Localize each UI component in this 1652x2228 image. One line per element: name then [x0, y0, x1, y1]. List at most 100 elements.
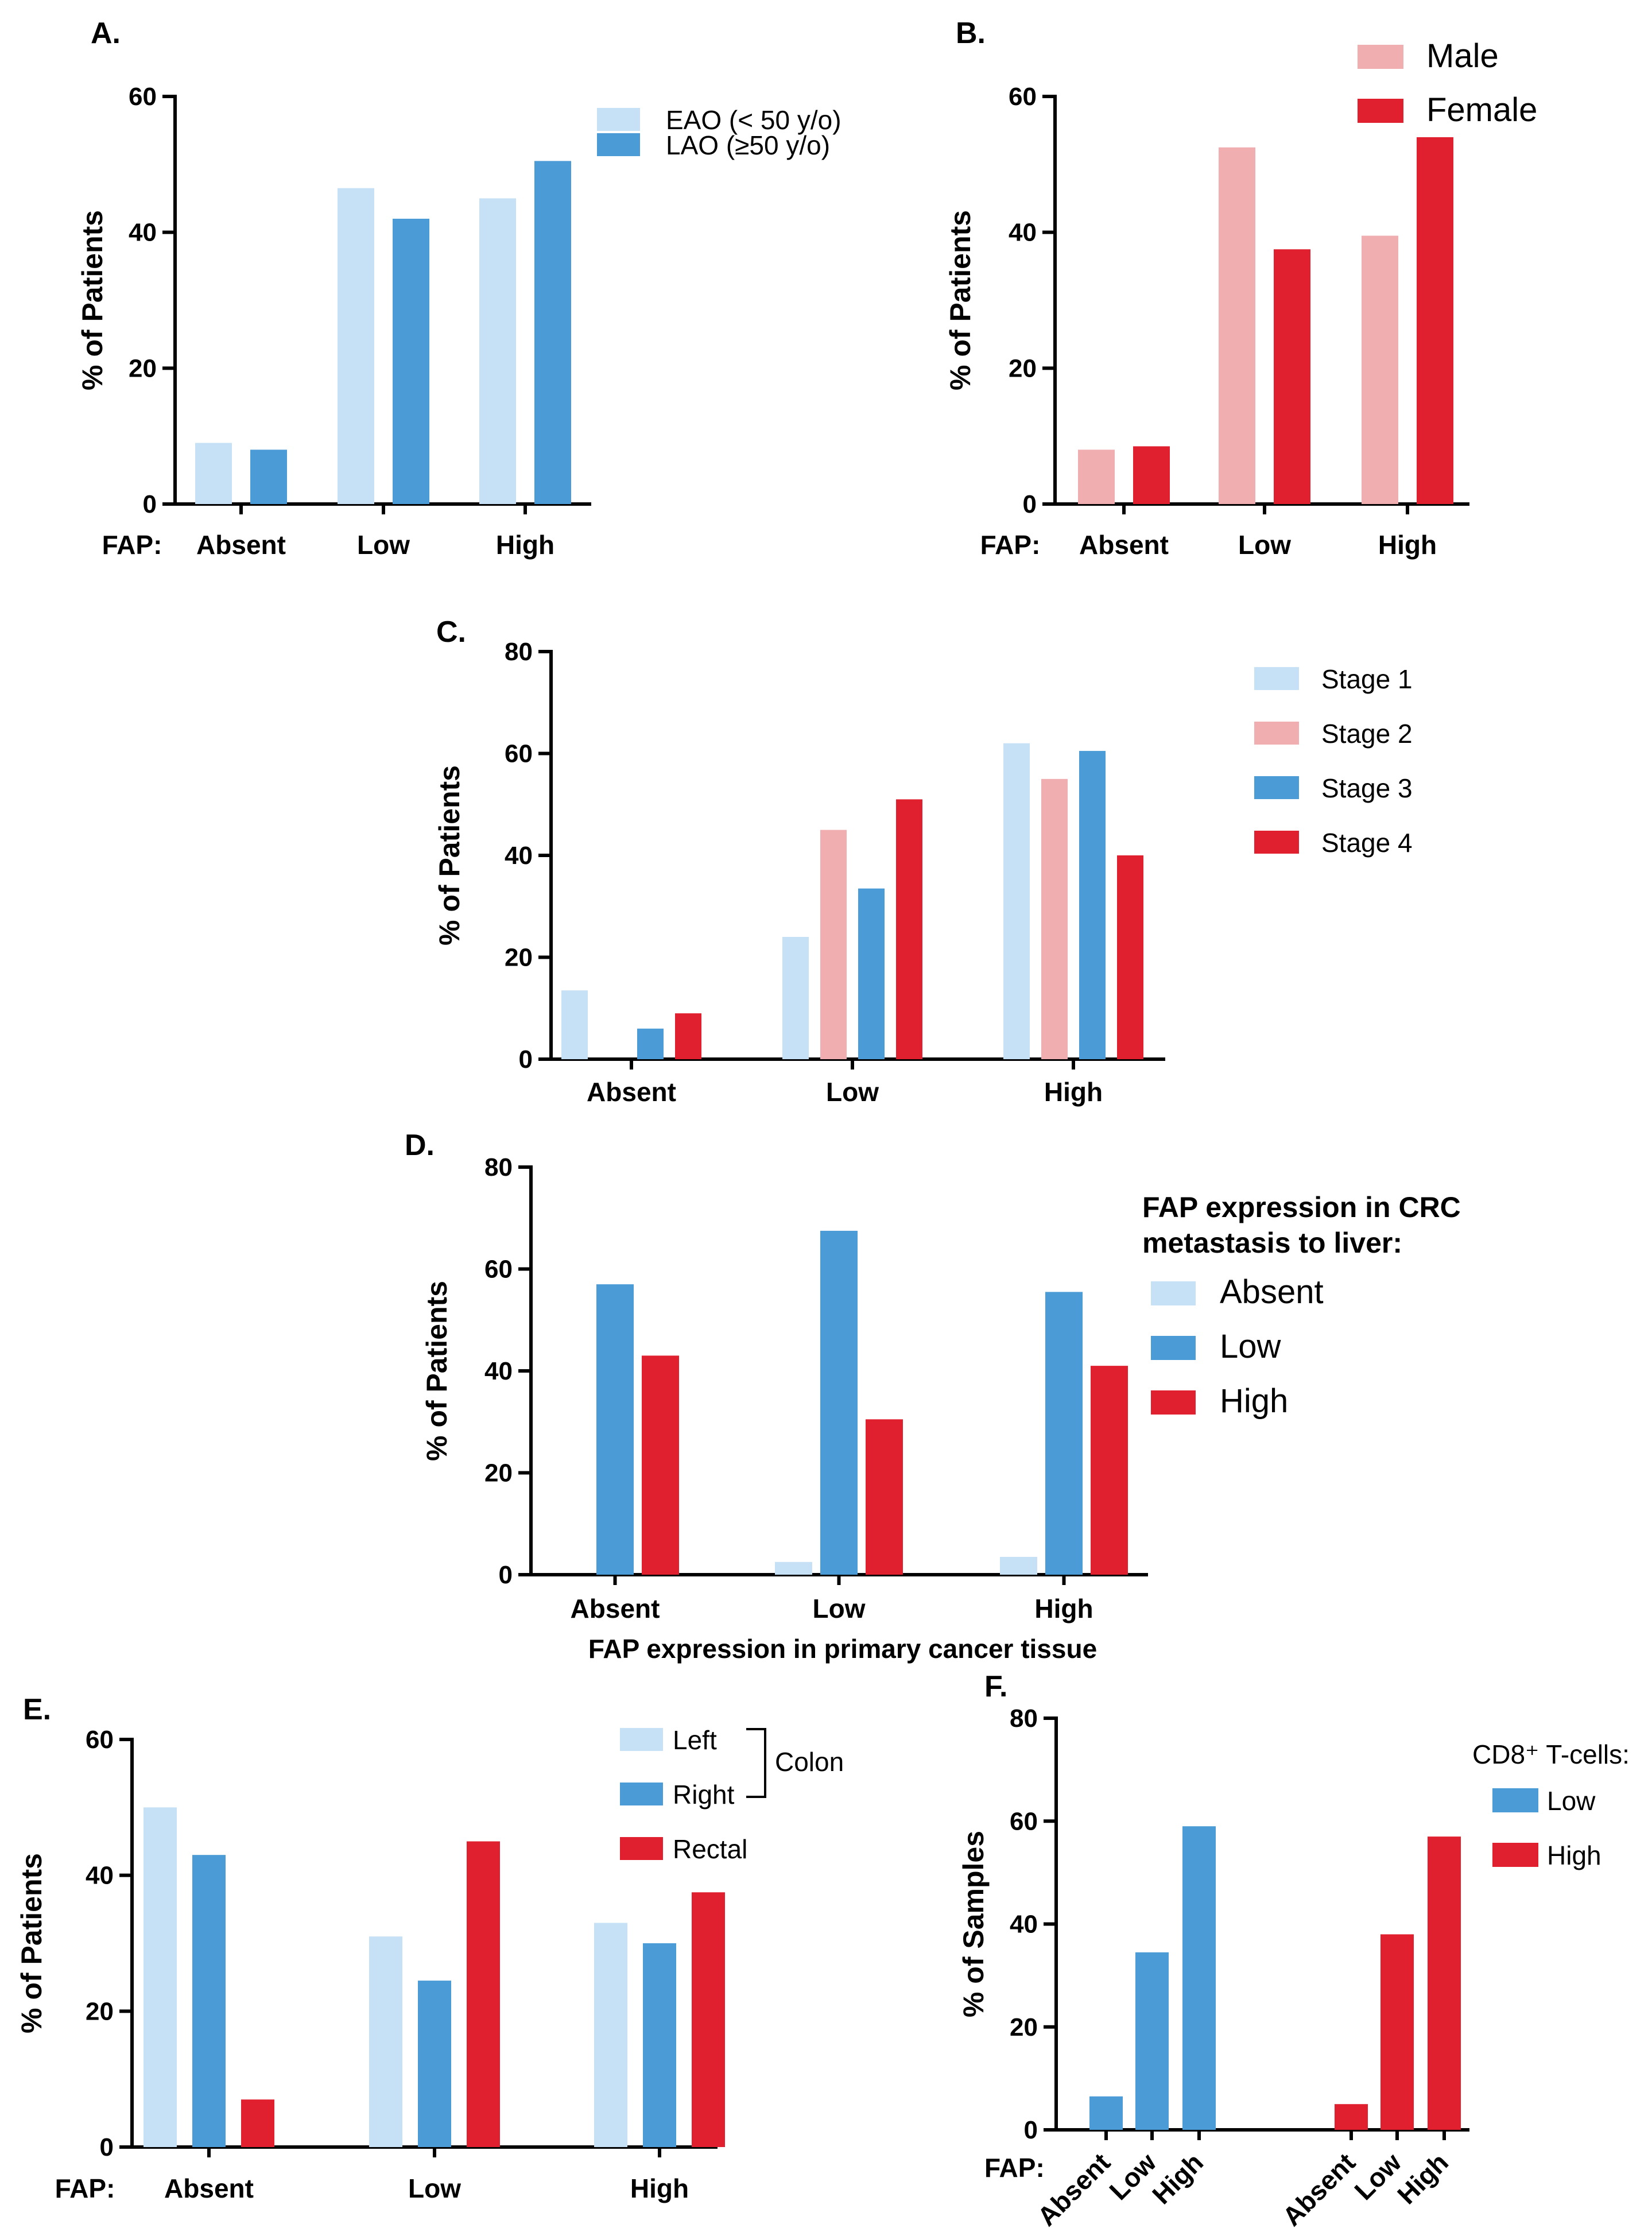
bar [1089, 2096, 1123, 2130]
bar [561, 990, 588, 1059]
panel-b: B. 0 20 40 60 % of Patients Absent Low High FAP: M… [944, 17, 1537, 560]
bar [1417, 137, 1453, 504]
y-tick-label: 20 [1009, 354, 1037, 382]
y-tick-label: 60 [1009, 83, 1037, 111]
x-axis-label: FAP expression in primary cancer tissue [588, 1634, 1097, 1664]
panel-c: C. 0 20 40 60 80 % of Patients Absent Low High Sta… [433, 615, 1413, 1107]
x-tick-label: Absent [571, 1594, 660, 1623]
bar [1219, 147, 1255, 504]
bar [1428, 1836, 1461, 2130]
bar [858, 888, 885, 1059]
legend-label: Low [1547, 1786, 1596, 1816]
x-tick-label: Absent [1277, 2147, 1361, 2228]
prefix-label: FAP: [980, 530, 1041, 560]
legend-swatch [1151, 1281, 1196, 1305]
bar [782, 937, 809, 1059]
y-tick-label: 0 [519, 1045, 533, 1074]
bar [479, 198, 516, 504]
x-tick-label: Absent [164, 2173, 254, 2203]
y-tick-label: 80 [1010, 1704, 1038, 1733]
y-tick-label: 0 [143, 490, 157, 518]
y-tick-label: 40 [129, 219, 157, 247]
bar [820, 1230, 858, 1575]
bar [643, 1943, 676, 2147]
x-tick-label: Absent [587, 1077, 676, 1107]
bar [534, 161, 571, 505]
bar [1041, 778, 1068, 1059]
prefix-label: FAP: [984, 2153, 1045, 2183]
y-tick-label: 40 [505, 842, 533, 870]
bar [637, 1028, 664, 1059]
x-tick-label: Low [1348, 2147, 1407, 2206]
bar [1003, 743, 1030, 1059]
panel-label: E. [23, 1693, 51, 1726]
y-tick-label: 0 [1024, 2116, 1038, 2144]
y-tick-label: 40 [484, 1357, 513, 1385]
legend-label: LAO (≥50 y/o) [666, 130, 830, 160]
legend-swatch [1151, 1336, 1196, 1360]
y-tick-label: 80 [505, 638, 533, 666]
y-tick-label: 0 [499, 1561, 513, 1589]
y-tick-label: 0 [1023, 490, 1037, 518]
y-axis-label: % of Patients [421, 1281, 453, 1461]
legend-swatch [1254, 776, 1299, 799]
legend-swatch [620, 1728, 663, 1751]
panel-e: E. 0 20 40 60 % of Patients Absent Low High FAP: L… [15, 1693, 844, 2203]
legend-label: High [1220, 1382, 1288, 1420]
x-tick-label: High [1044, 1077, 1103, 1107]
y-tick-label: 60 [505, 740, 533, 768]
bar [195, 443, 232, 504]
legend-label: Stage 4 [1321, 828, 1413, 858]
prefix-label: FAP: [55, 2173, 115, 2203]
bar [1182, 1826, 1216, 2130]
y-tick-label: 0 [100, 2133, 114, 2161]
bar [775, 1561, 812, 1575]
bar [369, 1936, 402, 2147]
legend-label: Male [1426, 37, 1499, 75]
bar [1091, 1366, 1128, 1575]
x-tick-label: Absent [1079, 530, 1169, 560]
y-tick-label: 20 [484, 1459, 513, 1487]
y-tick-label: 60 [484, 1256, 513, 1284]
bar [594, 1923, 627, 2147]
bar [467, 1841, 500, 2147]
legend-label: Absent [1220, 1273, 1324, 1311]
bar [1335, 2104, 1368, 2130]
bar [1274, 249, 1310, 504]
x-tick-label: High [496, 530, 554, 560]
x-tick-label: Low [813, 1594, 866, 1623]
bar [1135, 1952, 1169, 2130]
legend-swatch [1358, 99, 1403, 123]
legend-title: FAP expression in CRC [1142, 1191, 1461, 1223]
bar [820, 830, 847, 1059]
panel-label: B. [956, 17, 986, 50]
panel-label: D. [405, 1129, 435, 1162]
x-tick-label: High [1034, 1594, 1093, 1623]
legend-label: Rectal [673, 1834, 747, 1864]
legend-title: CD8⁺ T-cells: [1472, 1739, 1630, 1769]
bar [896, 799, 922, 1059]
panel-label: C. [436, 615, 466, 649]
y-tick-label: 40 [1009, 219, 1037, 247]
x-tick-label: High [1391, 2147, 1454, 2210]
bar [1117, 855, 1143, 1059]
legend-label: EAO (< 50 y/o) [666, 105, 841, 135]
y-tick-label: 60 [86, 1726, 114, 1754]
bar [642, 1355, 679, 1575]
legend-label: Stage 3 [1321, 773, 1413, 803]
legend-swatch [620, 1837, 663, 1860]
bar [393, 219, 429, 504]
bar [596, 1284, 634, 1575]
y-tick-label: 60 [1010, 1807, 1038, 1835]
legend-title: metastasis to liver: [1142, 1227, 1402, 1259]
bar [1000, 1556, 1037, 1575]
bar [192, 1855, 226, 2147]
bar [338, 188, 374, 504]
legend-label: Left [673, 1725, 717, 1755]
bar [866, 1419, 903, 1575]
x-tick-label: Low [408, 2173, 461, 2203]
x-tick-label: High [1146, 2147, 1209, 2210]
x-tick-label: High [630, 2173, 689, 2203]
x-tick-label: Low [826, 1077, 879, 1107]
